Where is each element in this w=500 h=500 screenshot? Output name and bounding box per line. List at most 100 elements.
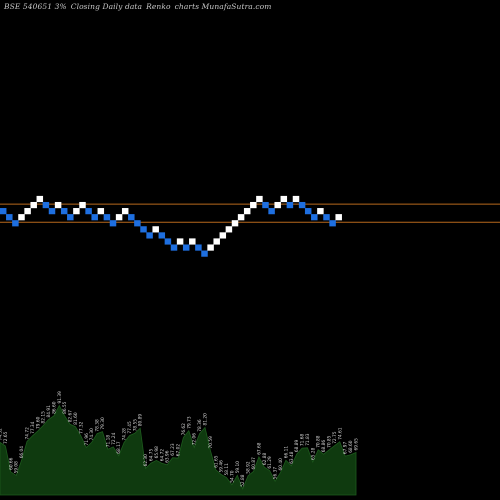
volume-label: 71.18 (105, 435, 111, 448)
renko-brick (24, 208, 31, 215)
volume-label: 71.96 (84, 433, 90, 446)
renko-brick (219, 232, 227, 239)
chart-kind-label: Renko (146, 2, 171, 11)
renko-brick (67, 214, 74, 221)
volume-label: 54.70 (229, 470, 235, 483)
volume-label: 78.38 (95, 419, 101, 432)
site-label: charts MunafaSutra.com (174, 2, 272, 11)
renko-brick (97, 208, 105, 215)
volume-label: 66.04 (19, 446, 25, 459)
volume-label: 78.55 (132, 419, 138, 432)
renko-brick (268, 208, 275, 215)
renko-brick (103, 214, 111, 221)
volume-label: 66.11 (283, 446, 289, 459)
volume-label: 70.85 (327, 435, 333, 448)
renko-brick (79, 201, 86, 209)
renko-brick (60, 208, 68, 215)
renko-brick (207, 244, 214, 251)
volume-label: 67.68 (256, 442, 262, 455)
volume-label: 63.48 (289, 451, 295, 464)
renko-brick (231, 220, 239, 227)
volume-label: 62.30 (143, 454, 149, 467)
renko-brick (201, 250, 208, 257)
volume-label: 62.88 (262, 453, 268, 466)
volume-label: 80.89 (138, 414, 144, 427)
renko-brick (30, 201, 37, 209)
volume-label: 70.88 (316, 435, 322, 448)
renko-brick (121, 208, 129, 215)
volume-label: 79.60 (35, 416, 41, 429)
renko-brick (115, 214, 123, 221)
renko-brick (0, 208, 7, 215)
volume-label: 60.40 (278, 458, 284, 471)
renko-brick (109, 220, 117, 227)
volume-area (0, 404, 357, 496)
volume-label: 72.75 (332, 431, 338, 444)
renko-brick (298, 201, 306, 209)
volume-label: 56.37 (273, 467, 279, 480)
volume-label: 58.11 (224, 463, 230, 476)
renko-brick (128, 214, 135, 221)
volume-label: 67.23 (170, 443, 176, 456)
renko-brick (146, 232, 153, 239)
volume-label: 65.98 (154, 446, 160, 459)
volume-label: 68.86 (321, 440, 327, 453)
volume-label: 82.67 (68, 410, 74, 423)
renko-brick (152, 226, 159, 233)
renko-brick (36, 195, 44, 203)
renko-brick (134, 220, 141, 227)
renko-brick (85, 208, 92, 215)
volume-label: 68.17 (116, 441, 122, 454)
volume-label: 74.32 (0, 428, 4, 441)
chart-header: BSE 540651 3% Closing Daily data Renko char… (4, 2, 275, 11)
renko-brick (225, 226, 233, 233)
renko-brick (237, 214, 245, 221)
volume-label: 64.72 (159, 449, 165, 462)
volume-label: 78.36 (197, 419, 203, 432)
volume-label: 59.10 (235, 461, 241, 474)
volume-label: 68.89 (294, 440, 300, 453)
renko-brick (176, 238, 184, 245)
renko-brick (182, 244, 190, 251)
renko-brick (158, 232, 166, 239)
renko-brick (335, 214, 342, 221)
volume-label: 84.91 (46, 405, 52, 418)
volume-label: 77.32 (78, 421, 84, 434)
volume-label: 60.66 (8, 457, 14, 470)
renko-brick (329, 220, 336, 227)
volume-label: 74.72 (25, 427, 31, 440)
volume-label: 59.46 (219, 460, 225, 473)
volume-label: 74.61 (337, 427, 343, 440)
renko-brick (262, 201, 269, 209)
volume-label: 72.65 (3, 431, 9, 444)
volume-label: 61.29 (267, 456, 273, 469)
volume-fill (0, 404, 357, 496)
renko-brick (243, 208, 251, 215)
volume-label: 86.60 (51, 401, 57, 414)
volume-label: 79.30 (100, 417, 106, 430)
renko-brick (274, 201, 281, 209)
volume-label: 79.73 (186, 416, 192, 429)
volume-label: 81.20 (203, 413, 209, 426)
renko-bricks (0, 195, 342, 257)
volume-label: 72.24 (111, 432, 117, 445)
volume-label: 63.96 (165, 450, 171, 463)
volume-label: 70.59 (208, 436, 214, 449)
volume-label: 86.55 (62, 401, 68, 414)
renko-brick (73, 208, 80, 215)
renko-brick (195, 244, 202, 251)
volume-label: 77.45 (127, 421, 133, 434)
volume-label: 59.08 (14, 461, 20, 474)
volume-label: 82.15 (41, 411, 47, 424)
renko-brick (317, 208, 324, 215)
renko-brick (6, 214, 13, 221)
volume-label: 91.39 (57, 391, 63, 404)
volume-label: 74.30 (89, 428, 95, 441)
volume-label: 72.06 (192, 433, 198, 446)
renko-brick (311, 214, 318, 221)
renko-brick (292, 195, 300, 203)
renko-brick (42, 201, 50, 209)
volume-label: 71.83 (305, 433, 311, 446)
